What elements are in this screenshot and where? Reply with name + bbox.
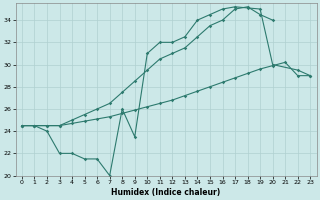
X-axis label: Humidex (Indice chaleur): Humidex (Indice chaleur) bbox=[111, 188, 221, 197]
